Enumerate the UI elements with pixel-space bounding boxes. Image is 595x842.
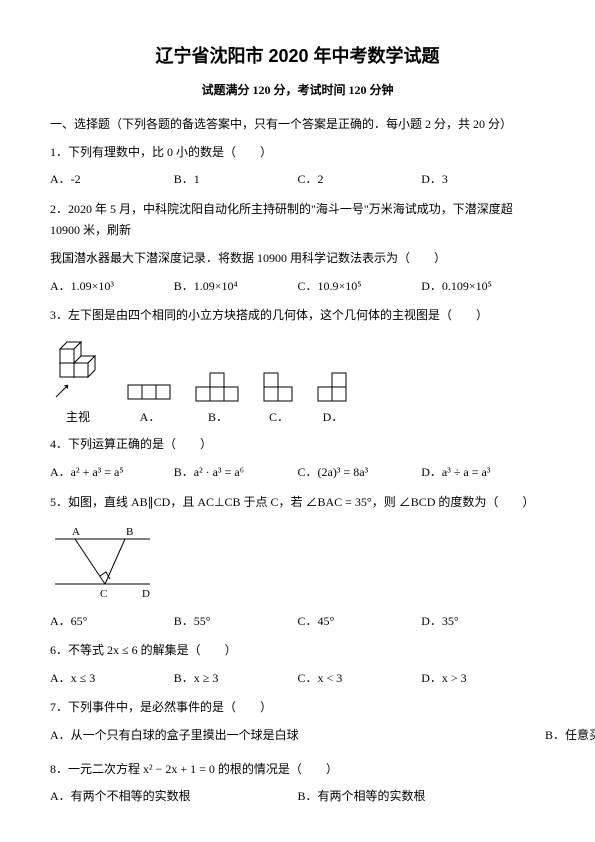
q1-opt-c: C．2 xyxy=(298,169,422,191)
section-1-header: 一、选择题（下列各题的备选答案中，只有一个答案是正确的．每小题 2 分，共 20… xyxy=(50,114,545,136)
q5-opt-b: B．55° xyxy=(174,611,298,633)
q6-opt-d: D．x > 3 xyxy=(421,668,545,690)
q5-options: A．65° B．55° C．45° D．35° xyxy=(50,611,545,633)
q2-opt-b: B．1.09×10⁴ xyxy=(174,276,298,298)
q6-opt-a: A．x ≤ 3 xyxy=(50,668,174,690)
q5-opt-a: A．65° xyxy=(50,611,174,633)
q4-opt-c: C．(2a)³ = 8a³ xyxy=(298,462,422,484)
q4-opt-a: A．a² + a³ = a⁵ xyxy=(50,462,174,484)
q2-opt-c: C．10.9×10⁵ xyxy=(298,276,422,298)
q3-figures: 主视 A． B． xyxy=(50,333,545,429)
q2-opt-d: D．0.109×10⁵ xyxy=(421,276,545,298)
q1-opt-b: B．1 xyxy=(174,169,298,191)
q5-figure: A B C D xyxy=(50,519,545,607)
q8: 8．一元二次方程 x² − 2x + 1 = 0 的根的情况是（ ） xyxy=(50,759,545,781)
q1-opt-d: D．3 xyxy=(421,169,545,191)
q2-line2: 我国潜水器最大下潜深度记录．将数据 10900 用科学记数法表示为（ ） xyxy=(50,248,545,270)
q8-options: A．有两个不相等的实数根 B．有两个相等的实数根 xyxy=(50,786,545,812)
q7-opt-a: A．从一个只有白球的盒子里摸出一个球是白球 xyxy=(50,725,545,747)
q3: 3．左下图是由四个相同的小立方块搭成的几何体，这个几何体的主视图是（ ） xyxy=(50,305,545,327)
q6-opt-c: C．x < 3 xyxy=(298,668,422,690)
view-c-icon xyxy=(262,371,296,405)
q2-opt-a: A．1.09×10³ xyxy=(50,276,174,298)
page-subtitle: 试题满分 120 分，考试时间 120 分钟 xyxy=(50,80,545,102)
q5-geometry-icon: A B C D xyxy=(50,519,160,599)
q3-opt-c: C． xyxy=(269,407,289,429)
q5: 5．如图，直线 AB∥CD，且 AC⊥CB 于点 C，若 ∠BAC = 35°，… xyxy=(50,492,545,514)
q3-opt-b-fig: B． xyxy=(194,371,242,429)
q4-options: A．a² + a³ = a⁵ B．a² · a³ = a⁶ C．(2a)³ = … xyxy=(50,462,545,484)
q5-label-a: A xyxy=(72,526,80,538)
q5-opt-d: D．35° xyxy=(421,611,545,633)
page-title: 辽宁省沈阳市 2020 年中考数学试题 xyxy=(50,40,545,72)
view-b-icon xyxy=(194,371,242,405)
q1: 1．下列有理数中，比 0 小的数是（ ） xyxy=(50,142,545,164)
q8-opt-a: A．有两个不相等的实数根 xyxy=(50,786,298,808)
q2-line1: 2．2020 年 5 月，中科院沈阳自动化所主持研制的"海斗一号"万米海试成功，… xyxy=(50,199,545,242)
q7-options: A．从一个只有白球的盒子里摸出一个球是白球 B．任意买一张电影票，座位号是 3 … xyxy=(50,725,545,751)
q4-opt-b: B．a² · a³ = a⁶ xyxy=(174,462,298,484)
q5-label-c: C xyxy=(100,588,107,599)
q3-opt-d-fig: D． xyxy=(316,371,350,429)
q8-opt-b: B．有两个相等的实数根 xyxy=(298,786,546,808)
q3-solid: 主视 xyxy=(50,333,106,429)
q3-opt-a: A． xyxy=(140,407,161,429)
q6: 6．不等式 2x ≤ 6 的解集是（ ） xyxy=(50,640,545,662)
q4: 4．下列运算正确的是（ ） xyxy=(50,434,545,456)
q4-opt-d: D．a³ ÷ a = a³ xyxy=(421,462,545,484)
view-d-icon xyxy=(316,371,350,405)
view-a-icon xyxy=(126,375,174,405)
cube-3d-icon xyxy=(50,333,106,405)
q2-options: A．1.09×10³ B．1.09×10⁴ C．10.9×10⁵ D．0.109… xyxy=(50,276,545,298)
q3-solid-label: 主视 xyxy=(66,407,90,429)
q3-opt-c-fig: C． xyxy=(262,371,296,429)
q3-opt-d: D． xyxy=(323,407,344,429)
q3-opt-b: B． xyxy=(208,407,228,429)
q7-opt-b: B．任意买一张电影票，座位号是 3 的倍数 xyxy=(545,725,595,747)
q1-opt-a: A．-2 xyxy=(50,169,174,191)
q5-label-b: B xyxy=(126,526,133,538)
q5-label-d: D xyxy=(142,588,150,599)
q7: 7．下列事件中，是必然事件的是（ ） xyxy=(50,697,545,719)
q6-opt-b: B．x ≥ 3 xyxy=(174,668,298,690)
q1-options: A．-2 B．1 C．2 D．3 xyxy=(50,169,545,191)
q6-options: A．x ≤ 3 B．x ≥ 3 C．x < 3 D．x > 3 xyxy=(50,668,545,690)
q5-opt-c: C．45° xyxy=(298,611,422,633)
q3-opt-a-fig: A． xyxy=(126,375,174,429)
